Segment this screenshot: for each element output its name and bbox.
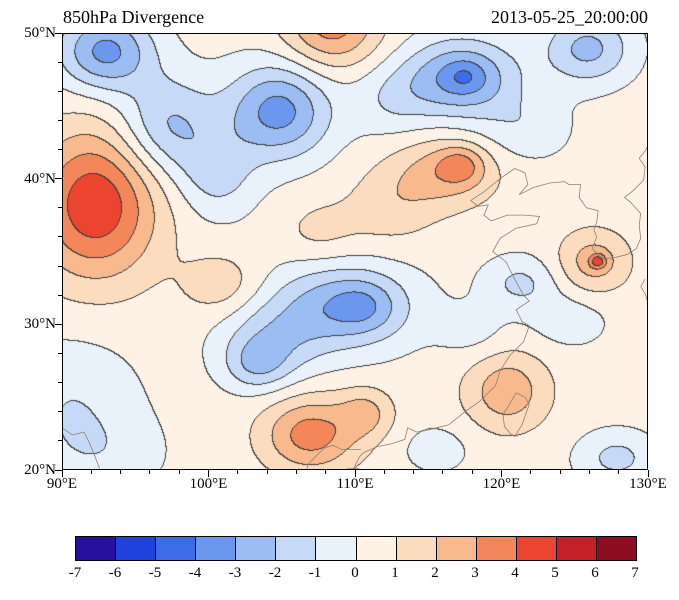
y-tick-label: 30°N xyxy=(24,316,56,333)
colorbar-tick-label: 2 xyxy=(431,565,439,581)
colorbar-segment xyxy=(555,537,597,560)
plot-title: 850hPa Divergence xyxy=(63,7,205,27)
x-tick-label: 110°E xyxy=(336,476,374,492)
y-minor-tick xyxy=(58,236,62,238)
x-tick-label: 130°E xyxy=(629,476,667,492)
x-minor-tick xyxy=(120,470,122,474)
colorbar-segment xyxy=(596,537,637,560)
colorbar-tick-label: 0 xyxy=(351,565,359,581)
x-minor-tick xyxy=(266,470,268,474)
y-minor-tick xyxy=(58,149,62,151)
x-major-tick xyxy=(208,470,209,477)
x-minor-tick xyxy=(90,470,92,474)
y-minor-tick xyxy=(58,119,62,121)
colorbar-segment xyxy=(115,537,156,560)
colorbar-segment xyxy=(76,537,116,560)
y-minor-tick xyxy=(58,265,62,267)
y-minor-tick xyxy=(58,440,62,442)
x-minor-tick xyxy=(618,470,620,474)
colorbar-tick-label: 7 xyxy=(631,565,639,581)
colorbar-tick-label: -4 xyxy=(188,565,202,581)
x-minor-tick xyxy=(471,470,473,474)
map-plot xyxy=(62,33,648,470)
x-tick-label: 90°E xyxy=(46,476,78,492)
colorbar-tick-label: -1 xyxy=(308,565,322,581)
colorbar-tick-label: -7 xyxy=(68,565,82,581)
y-minor-tick xyxy=(58,294,62,296)
y-tick-label: 20°N xyxy=(24,462,56,478)
x-major-tick xyxy=(647,470,649,477)
x-minor-tick xyxy=(588,470,590,474)
y-minor-tick xyxy=(58,352,62,354)
y-minor-tick xyxy=(58,61,62,63)
y-minor-tick xyxy=(58,90,62,92)
colorbar-tick-label: -3 xyxy=(228,565,242,581)
colorbar-tick-label: 5 xyxy=(551,565,559,581)
colorbar-segment xyxy=(355,537,396,560)
colorbar-tick-label: -2 xyxy=(268,565,282,581)
y-tick-label: 40°N xyxy=(24,170,56,187)
colorbar-tick-label: 6 xyxy=(591,565,599,581)
colorbar-segment xyxy=(395,537,436,560)
x-minor-tick xyxy=(530,470,532,474)
colorbar-tick-label: -6 xyxy=(108,565,122,581)
x-tick-label: 120°E xyxy=(482,476,521,492)
colorbar-segment xyxy=(195,537,236,560)
y-major-tick xyxy=(55,32,62,34)
colorbar-tick-label: 3 xyxy=(471,565,479,581)
x-minor-tick xyxy=(325,470,327,474)
colorbar-segment xyxy=(475,537,516,560)
colorbar-segment xyxy=(315,537,356,560)
y-minor-tick xyxy=(58,207,62,209)
plot-timestamp: 2013-05-25_20:00:00 xyxy=(491,7,648,27)
y-major-tick xyxy=(55,469,62,471)
x-minor-tick xyxy=(413,470,415,474)
x-major-tick xyxy=(501,470,502,477)
colorbar-segment xyxy=(275,537,316,560)
x-tick-label: 100°E xyxy=(189,476,228,492)
y-minor-tick xyxy=(58,411,62,413)
y-major-tick xyxy=(55,178,62,180)
y-major-tick xyxy=(55,323,62,325)
colorbar-segment xyxy=(155,537,196,560)
contour-field-canvas xyxy=(62,33,648,470)
x-minor-tick xyxy=(442,470,444,474)
x-minor-tick xyxy=(383,470,385,474)
x-minor-tick xyxy=(237,470,239,474)
x-minor-tick xyxy=(178,470,180,474)
x-major-tick xyxy=(61,470,63,477)
x-major-tick xyxy=(354,470,356,477)
colorbar-tick-label: 1 xyxy=(391,565,399,581)
colorbar-segment xyxy=(435,537,476,560)
colorbar-segment xyxy=(235,537,276,560)
colorbar-segment xyxy=(515,537,556,560)
y-minor-tick xyxy=(58,382,62,384)
colorbar-tick-label: 4 xyxy=(511,565,519,581)
colorbar-tick-label: -5 xyxy=(148,565,162,581)
x-minor-tick xyxy=(559,470,561,474)
y-tick-label: 50°N xyxy=(24,25,56,41)
x-minor-tick xyxy=(149,470,151,474)
colorbar xyxy=(75,536,637,561)
x-minor-tick xyxy=(295,470,297,474)
